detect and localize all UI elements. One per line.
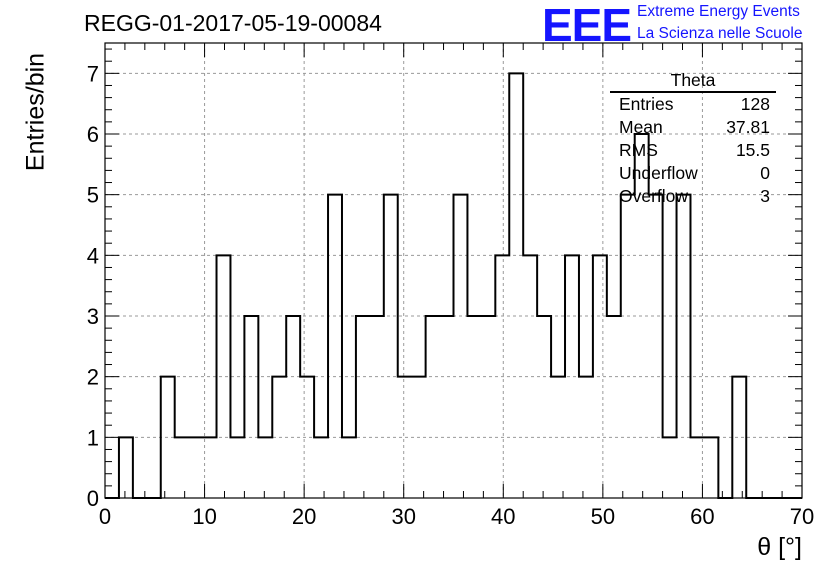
histogram-bin (649, 195, 663, 498)
histogram-bin (258, 437, 272, 498)
x-tick-label: 70 (790, 504, 814, 529)
stats-label: Overflow (619, 186, 689, 206)
histogram-bin (356, 316, 370, 498)
histogram-bin (244, 316, 258, 498)
stats-value: 0 (760, 163, 770, 183)
histogram-bin (286, 316, 300, 498)
histogram-bin (621, 195, 635, 498)
stats-label: Underflow (619, 163, 698, 183)
stats-row-mean: Mean 37.81 (610, 116, 776, 139)
y-tick-label: 7 (87, 61, 99, 86)
x-tick-label: 60 (690, 504, 714, 529)
histogram-bin (593, 255, 607, 498)
plot-frame (104, 42, 803, 499)
histogram-bin (426, 316, 440, 498)
stats-value: 128 (740, 94, 770, 114)
stats-title: Theta (610, 70, 776, 93)
y-tick-label: 2 (87, 365, 99, 390)
histogram-bin (509, 73, 523, 498)
y-tick-label: 5 (87, 183, 99, 208)
histogram-bin (161, 377, 175, 498)
histogram-bin (328, 195, 342, 498)
histogram-bin (537, 316, 551, 498)
histogram-bin (342, 437, 356, 498)
stats-row-overflow: Overflow 3 (610, 185, 776, 208)
stats-row-underflow: Underflow 0 (610, 162, 776, 185)
y-tick-label: 3 (87, 304, 99, 329)
histogram-bin (454, 195, 468, 498)
histogram-bin (189, 437, 203, 498)
histogram-bin (467, 316, 481, 498)
histogram-bin (663, 437, 677, 498)
x-tick-labels: 0 10 20 30 40 50 60 70 (99, 504, 814, 529)
y-tick-label: 0 (87, 486, 99, 511)
x-tick-label: 30 (391, 504, 415, 529)
histogram-bin (314, 437, 328, 498)
logo-subtitle-line1: Extreme Energy Events (637, 3, 800, 20)
stats-box: Theta Entries 128 Mean 37.81 RMS 15.5 Un… (610, 70, 776, 208)
stats-value: 3 (760, 186, 770, 206)
stats-label: RMS (619, 140, 658, 160)
stats-row-rms: RMS 15.5 (610, 139, 776, 162)
histogram-outline (105, 72, 802, 499)
histogram-bin (175, 437, 189, 498)
histogram-bars (105, 72, 802, 499)
y-axis-label: Entries/bin (21, 52, 50, 172)
histogram-bin (704, 437, 718, 498)
x-tick-label: 20 (292, 504, 316, 529)
histogram-bin (579, 377, 593, 498)
x-axis-label: θ [°] (757, 533, 802, 561)
histogram-bin (551, 377, 565, 498)
histogram-bin (677, 195, 691, 498)
y-tick-label: 4 (87, 243, 99, 268)
histogram-bin (495, 255, 509, 498)
axis-ticks (104, 43, 803, 499)
stats-label: Entries (619, 94, 674, 114)
run-title: REGG-01-2017-05-19-00084 (84, 10, 382, 36)
histogram-bin (412, 377, 426, 498)
histogram-bin (370, 316, 384, 498)
y-tick-label: 1 (87, 425, 99, 450)
x-tick-label: 10 (192, 504, 216, 529)
histogram-bin (481, 316, 495, 498)
y-tick-label: 6 (87, 122, 99, 147)
x-tick-label: 50 (591, 504, 615, 529)
histogram-bin (398, 377, 412, 498)
x-tick-label: 40 (491, 504, 515, 529)
histogram-bin (119, 437, 133, 498)
histogram-bin (230, 437, 244, 498)
histogram-bin (217, 255, 231, 498)
stats-row-entries: Entries 128 (610, 93, 776, 116)
y-tick-labels: 0 1 2 3 4 5 6 7 (87, 61, 99, 511)
histogram-bin (523, 255, 537, 498)
histogram-bin (607, 316, 621, 498)
histogram-bin (440, 316, 454, 498)
x-tick-label: 0 (99, 504, 111, 529)
histogram-bin (272, 377, 286, 498)
stats-label: Mean (619, 117, 663, 137)
logo-subtitle-line2: La Scienza nelle Scuole (637, 25, 803, 42)
histogram-bin (300, 377, 314, 498)
histogram-bin (384, 195, 398, 498)
eee-logo: EEE (542, 0, 632, 51)
stats-value: 37.81 (726, 117, 770, 137)
histogram-bin (732, 377, 746, 498)
histogram-bin (565, 255, 579, 498)
stats-value: 15.5 (735, 140, 770, 160)
